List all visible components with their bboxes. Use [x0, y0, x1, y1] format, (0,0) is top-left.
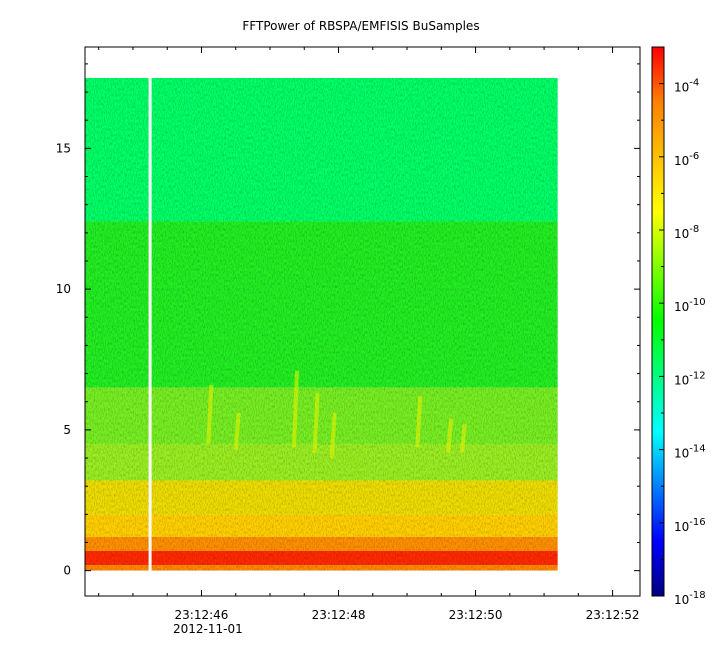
data-gap — [148, 77, 152, 571]
colorbar-tick-label: 10-10 — [674, 297, 706, 314]
chorus-feature — [291, 370, 299, 447]
x-tick-label: 23:12:52 — [586, 608, 640, 622]
colorbar-tick-label: 10-16 — [674, 517, 706, 534]
chorus-feature — [446, 418, 454, 453]
chorus-feature — [415, 395, 423, 447]
colorbar: 10-18 10-16 10-14 10-12 10-10 10-8 10-6 10-4 — [651, 46, 706, 607]
y-tick-label: 0 — [63, 564, 71, 578]
chorus-feature — [206, 384, 214, 445]
x-date-label: 2012-11-01 — [173, 622, 243, 636]
colorbar-tick-label: 10-4 — [674, 78, 699, 95]
colorbar-tick-label: 10-8 — [674, 224, 699, 241]
chorus-feature — [312, 393, 320, 453]
colorbar-tick-label: 10-18 — [674, 590, 706, 607]
colorbar-tick-label: 10-12 — [674, 370, 706, 387]
axes: 0 5 10 15 23:12:46 23:12:48 23:12:50 23:12:52 — [56, 46, 641, 622]
x-tick-label: 23:12:50 — [449, 608, 503, 622]
x-tick-label: 23:12:48 — [312, 608, 366, 622]
plot-area — [85, 77, 558, 571]
colorbar-gradient — [651, 46, 665, 597]
chorus-feature — [233, 412, 241, 450]
y-tick-label: 5 — [63, 423, 71, 437]
plot-border — [84, 46, 641, 597]
colorbar-tick-label: 10-6 — [674, 151, 699, 168]
chorus-feature — [459, 424, 467, 453]
noise-texture — [85, 77, 558, 571]
x-tick-label: 23:12:46 — [175, 608, 229, 622]
chart-title: FFTPower of RBSPA/EMFISIS BuSamples — [242, 19, 479, 33]
y-tick-label: 15 — [56, 141, 71, 155]
colorbar-tick-label: 10-14 — [674, 444, 706, 461]
y-tick-label: 10 — [56, 282, 71, 296]
chorus-feature — [329, 412, 337, 459]
